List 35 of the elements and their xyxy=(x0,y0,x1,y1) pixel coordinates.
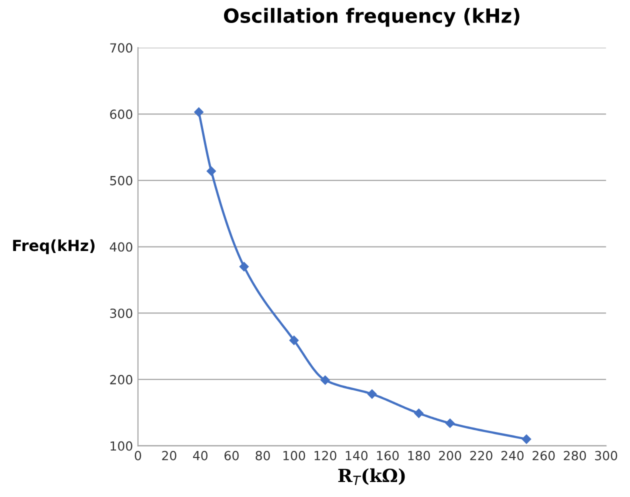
x-tick-label: 220 xyxy=(470,450,492,460)
x-tick-label: 160 xyxy=(377,450,399,460)
point xyxy=(445,418,455,428)
y-tick-label: 300 xyxy=(110,308,132,318)
x-tick-label: 300 xyxy=(595,450,618,460)
x-tick-label: 100 xyxy=(283,450,306,460)
x-tick-label: 240 xyxy=(501,450,524,460)
point xyxy=(289,336,299,345)
y-tick-label: 500 xyxy=(110,176,132,186)
x-tick-label: 280 xyxy=(564,450,586,460)
x-tick-label: 20 xyxy=(162,450,176,460)
x-tick-label: 80 xyxy=(256,450,270,460)
x-tick-label: 200 xyxy=(439,450,462,460)
point xyxy=(522,434,532,444)
x-tick-label: 140 xyxy=(346,450,368,460)
y-tick-label: 400 xyxy=(110,242,132,252)
point xyxy=(239,262,249,272)
y-tick-label: 100 xyxy=(110,441,132,451)
x-tick-label: 180 xyxy=(408,450,430,460)
y-axis-title: Freq(kHz) xyxy=(13,239,95,254)
x-tick-label: 260 xyxy=(532,450,555,460)
point xyxy=(367,389,377,399)
x-tick-label: 60 xyxy=(224,450,239,460)
y-tick-label: 700 xyxy=(110,43,132,53)
point xyxy=(206,166,216,176)
point xyxy=(194,107,204,117)
x-tick-label: 120 xyxy=(314,450,336,460)
y-tick-label: 200 xyxy=(110,374,132,384)
chart-title: Oscillation frequency (kHz) xyxy=(224,8,520,27)
x-tick-label: 40 xyxy=(193,450,208,460)
point xyxy=(320,376,330,385)
point xyxy=(414,408,424,418)
x-axis-title: R$_{T}$(kΩ) xyxy=(338,468,405,485)
y-tick-label: 600 xyxy=(110,110,132,119)
x-tick-label: 0 xyxy=(134,450,142,460)
